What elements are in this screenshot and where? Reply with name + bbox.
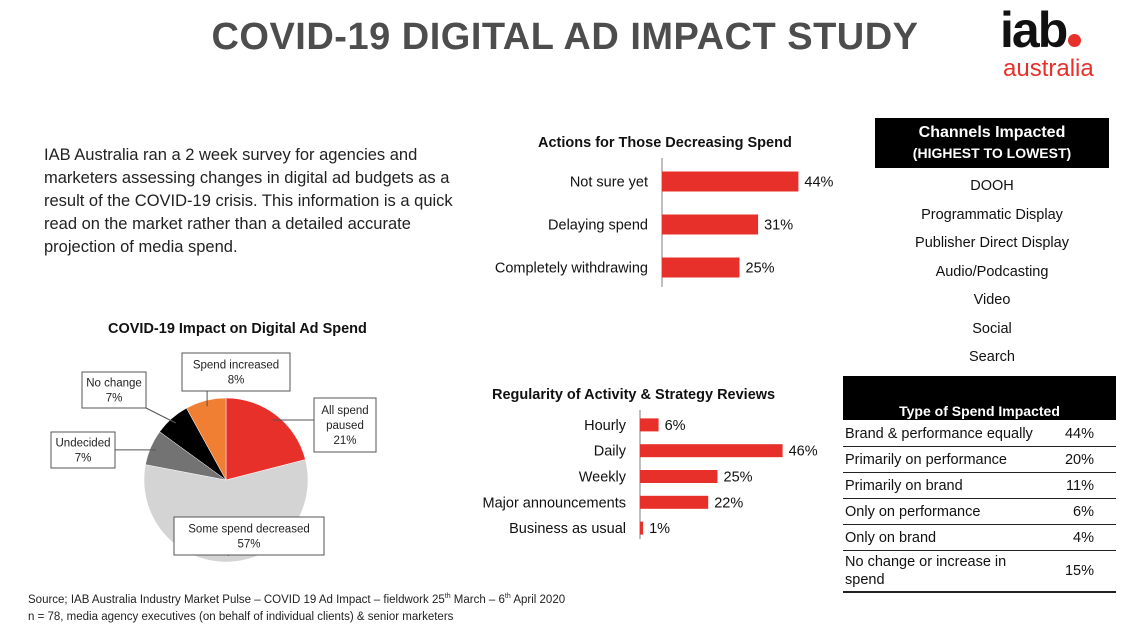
bar-category-label: Delaying spend: [548, 218, 648, 234]
channel-item: DOOH: [970, 178, 1014, 194]
pie-category-label: No change: [86, 378, 142, 390]
bar: [662, 171, 799, 192]
logo-dot-icon: [1068, 34, 1082, 47]
channels-header: Channels Impacted (HIGHEST TO LOWEST): [875, 118, 1109, 168]
pie-leader-line: [145, 407, 176, 424]
channel-item: Video: [973, 292, 1011, 308]
bar: [640, 444, 783, 458]
bar-category-label: Daily: [594, 444, 627, 460]
bar: [640, 418, 659, 432]
source-text: March – 6: [450, 593, 505, 606]
source-text: April 2020: [510, 593, 566, 606]
bar: [640, 521, 644, 535]
regularity-bar-chart: Hourly 6% Daily 46% Weekly 25% Major announcem…: [483, 410, 818, 539]
pie-callout-box: [50, 431, 116, 469]
source-text: Source; IAB Australia Industry Market Pu…: [28, 593, 445, 606]
chart-title-impact: COVID-19 Impact on Digital Ad Spend: [108, 321, 367, 337]
channel-item: Programmatic Display: [921, 206, 1063, 223]
source-line-1: Source; IAB Australia Industry Market Pu…: [28, 588, 565, 609]
pie-value-label: 8%: [228, 375, 245, 387]
intro-text: IAB Australia ran a 2 week survey for ag…: [44, 146, 453, 256]
channels-list: DOOH Programmatic Display Publisher Dire…: [875, 172, 1109, 372]
spend-type-table: Brand & performance equally 44% Primaril…: [843, 421, 1116, 593]
impact-pie-chart: All spend paused 21% Some spend decreased 57…: [50, 352, 377, 563]
row-label: Brand & performance equally: [845, 425, 1033, 442]
pie-callout-box: [181, 352, 291, 392]
row-value: 11%: [1066, 477, 1094, 494]
source-note: Source; IAB Australia Industry Market Pu…: [28, 588, 565, 626]
chart-title-regularity: Regularity of Activity & Strategy Review…: [492, 387, 776, 403]
chart-title-actions: Actions for Those Decreasing Spend: [538, 135, 792, 151]
source-sup: th: [444, 593, 451, 600]
pie-callout-box: [313, 397, 377, 453]
page-title: COVID-19 DIGITAL AD IMPACT STUDY: [211, 16, 919, 58]
pie-value-label: 7%: [75, 453, 92, 465]
bar: [640, 495, 709, 509]
bar-value-label: 25%: [724, 470, 753, 486]
table-row: Primarily on performance 20%: [843, 447, 1116, 473]
bar: [662, 214, 759, 235]
bar-category-label: Business as usual: [509, 521, 626, 537]
bar-category-label: Hourly: [584, 418, 627, 434]
bar-value-label: 31%: [764, 218, 793, 234]
bar-value-label: 44%: [804, 175, 833, 191]
row-label: Only on performance: [845, 503, 981, 520]
row-label: Primarily on brand: [845, 477, 963, 494]
channels-title: Channels Impacted: [918, 124, 1066, 141]
table-row: Only on brand 4%: [843, 525, 1116, 551]
channels-subtitle: (HIGHEST TO LOWEST): [912, 145, 1072, 161]
bar-value-label: 6%: [665, 418, 686, 434]
bar-value-label: 1%: [649, 521, 670, 537]
pie-category-label: paused: [326, 420, 364, 432]
bar: [640, 470, 718, 483]
bar-value-label: 46%: [789, 444, 818, 460]
channel-item: Search: [969, 349, 1015, 365]
bar-value-label: 25%: [746, 261, 775, 277]
row-value: 15%: [1064, 563, 1094, 579]
channel-item: Publisher Direct Display: [915, 235, 1069, 251]
channel-item: Audio/Podcasting: [935, 263, 1049, 280]
channel-item: Social: [972, 320, 1012, 337]
pie-callout-box: [173, 516, 325, 556]
bar-value-label: 22%: [714, 495, 743, 511]
table-row: No change or increase in spend 15%: [843, 551, 1116, 593]
spend-type-title: Type of Spend Impacted: [899, 403, 1060, 419]
spend-type-header: Type of Spend Impacted: [843, 376, 1116, 420]
pie-category-label: Spend increased: [193, 360, 279, 372]
bar-category-label: Not sure yet: [570, 175, 648, 191]
actions-bar-chart: Not sure yet 44% Delaying spend 31% Complete…: [495, 158, 834, 287]
pie-category-label: Undecided: [56, 438, 111, 450]
source-sup: th: [504, 593, 511, 600]
bar-category-label: Completely withdrawing: [495, 261, 648, 277]
pie-category-label: All spend: [321, 405, 368, 417]
pie-value-label: 7%: [106, 393, 123, 405]
source-line-2: n = 78, media agency executives (on beha…: [28, 610, 454, 623]
logo-subtext: australia: [1003, 55, 1094, 82]
table-row: Brand & performance equally 44%: [843, 421, 1116, 447]
bar: [662, 257, 740, 278]
iab-logo: iab: [1000, 2, 1082, 58]
table-row: Primarily on brand 11%: [843, 473, 1116, 499]
table-row: Only on performance 6%: [843, 499, 1116, 525]
pie-callout-box: [81, 371, 147, 409]
pie-category-label: Some spend decreased: [188, 524, 309, 536]
row-value: 4%: [1073, 529, 1094, 546]
row-label: Primarily on performance: [845, 451, 1007, 468]
row-label: Only on brand: [845, 529, 937, 546]
row-value: 20%: [1064, 451, 1094, 468]
pie-slice: [186, 397, 227, 481]
pie-value-label: 21%: [333, 435, 356, 447]
row-label: No change or increase in spend: [845, 554, 1007, 588]
bar-category-label: Weekly: [579, 470, 627, 486]
row-value: 6%: [1073, 503, 1094, 520]
pie-slice: [225, 397, 306, 481]
row-value: 44%: [1064, 425, 1094, 442]
logo-main-text: iab: [1000, 2, 1068, 58]
bar-category-label: Major announcements: [483, 495, 626, 511]
pie-value-label: 57%: [237, 539, 260, 551]
